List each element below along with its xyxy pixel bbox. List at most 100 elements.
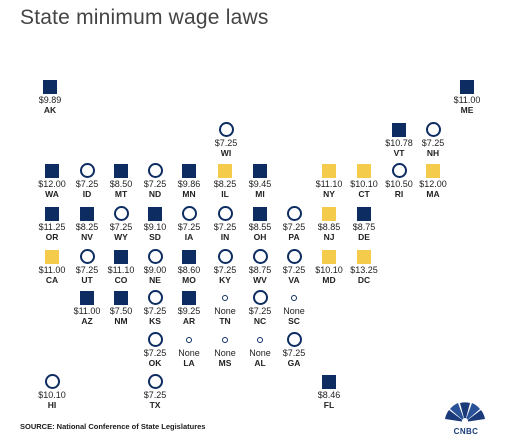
state-tile-hi: $10.10 HI (26, 373, 78, 410)
navy-square-marker (80, 206, 94, 221)
state-marker-or (26, 205, 78, 222)
state-wage-ri: $10.50 (385, 179, 413, 189)
state-marker-nh (407, 121, 459, 138)
state-marker-vt (373, 121, 425, 138)
state-wage-ut: $7.25 (75, 265, 99, 275)
state-wage-mt: $8.50 (109, 179, 133, 189)
yellow-square-marker (218, 163, 232, 178)
state-abbr-ak: AK (43, 105, 57, 115)
state-tile-in: $7.25 IN (199, 205, 251, 242)
state-wage-sc: None (283, 306, 305, 316)
state-marker-il (199, 162, 251, 179)
state-abbr-nj: NJ (323, 232, 335, 242)
state-abbr-ia: IA (184, 232, 194, 242)
state-marker-wv (234, 248, 286, 265)
circle-marker (181, 206, 197, 221)
navy-square-marker (43, 79, 57, 94)
state-abbr-tx: TX (149, 400, 161, 410)
state-abbr-de: DE (358, 232, 370, 242)
state-wage-nd: $7.25 (143, 179, 167, 189)
state-marker-ri (373, 162, 425, 179)
state-abbr-nm: NM (114, 316, 128, 326)
state-marker-ga (268, 331, 320, 348)
state-abbr-in: IN (220, 232, 230, 242)
state-marker-md (303, 248, 355, 265)
state-marker-me (441, 78, 493, 95)
map-title: State minimum wage laws (20, 6, 269, 29)
state-abbr-va: VA (288, 275, 300, 285)
state-wage-nm: $7.50 (109, 306, 133, 316)
state-marker-ia (163, 205, 215, 222)
state-tile-tx: $7.25 TX (129, 373, 181, 410)
state-tile-ga: $7.25 GA (268, 331, 320, 368)
state-wage-ms: None (214, 348, 236, 358)
state-marker-az (61, 289, 113, 306)
state-tile-nh: $7.25 NH (407, 121, 459, 158)
state-abbr-nv: NV (81, 232, 93, 242)
state-abbr-or: OR (45, 232, 59, 242)
state-abbr-wa: WA (45, 189, 59, 199)
state-abbr-ca: CA (45, 275, 59, 285)
state-marker-mt (95, 162, 147, 179)
navy-square-marker (253, 206, 267, 221)
state-abbr-wv: WV (253, 275, 267, 285)
navy-square-marker (460, 79, 474, 94)
state-tile-co: $11.10 CO (95, 248, 147, 285)
state-tile-dc: $13.25 DC (338, 248, 390, 285)
state-wage-ca: $11.00 (38, 265, 66, 275)
state-marker-ks (129, 289, 181, 306)
state-marker-id (61, 162, 113, 179)
yellow-square-marker (357, 163, 371, 178)
yellow-square-marker (357, 249, 371, 264)
state-marker-ms (199, 331, 251, 348)
state-wage-tn: None (214, 306, 236, 316)
state-wage-al: None (249, 348, 271, 358)
state-tile-ky: $7.25 KY (199, 248, 251, 285)
state-tile-il: $8.25 IL (199, 162, 251, 199)
small-circle-marker (222, 336, 228, 343)
state-tile-ny: $11.10 NY (303, 162, 355, 199)
state-abbr-wy: WY (114, 232, 128, 242)
state-abbr-hi: HI (47, 400, 57, 410)
circle-marker (217, 206, 233, 221)
state-tile-id: $7.25 ID (61, 162, 113, 199)
state-abbr-mi: MI (255, 189, 265, 199)
small-circle-marker (186, 336, 192, 343)
state-wage-ga: $7.25 (282, 348, 306, 358)
state-wage-mo: $8.60 (177, 265, 201, 275)
state-wage-ct: $10.10 (350, 179, 378, 189)
state-marker-wy (95, 205, 147, 222)
circle-marker (286, 249, 302, 264)
state-tile-nm: $7.50 NM (95, 289, 147, 326)
state-wage-wa: $12.00 (38, 179, 66, 189)
state-tile-de: $8.75 DE (338, 205, 390, 242)
small-circle-marker (222, 294, 228, 301)
state-abbr-ct: CT (358, 189, 370, 199)
state-tile-oh: $8.55 OH (234, 205, 286, 242)
state-abbr-tn: TN (219, 316, 231, 326)
small-circle-marker (257, 336, 263, 343)
state-marker-ky (199, 248, 251, 265)
state-abbr-nd: ND (148, 189, 162, 199)
state-tile-wv: $8.75 WV (234, 248, 286, 285)
navy-square-marker (45, 163, 59, 178)
state-abbr-ga: GA (287, 358, 301, 368)
state-tile-mo: $8.60 MO (163, 248, 215, 285)
state-wage-mn: $9.86 (177, 179, 201, 189)
state-marker-ak (24, 78, 76, 95)
state-abbr-dc: DC (357, 275, 371, 285)
circle-marker (147, 249, 163, 264)
state-marker-de (338, 205, 390, 222)
circle-marker (113, 206, 129, 221)
state-abbr-me: ME (460, 105, 474, 115)
state-tile-me: $11.00 ME (441, 78, 493, 115)
state-wage-tx: $7.25 (143, 390, 167, 400)
state-wage-vt: $10.78 (385, 138, 413, 148)
state-tile-ut: $7.25 UT (61, 248, 113, 285)
navy-square-marker (80, 290, 94, 305)
state-tile-az: $11.00 AZ (61, 289, 113, 326)
state-wage-co: $11.10 (107, 265, 135, 275)
state-marker-in (199, 205, 251, 222)
circle-marker (425, 122, 441, 137)
navy-square-marker (322, 374, 336, 389)
